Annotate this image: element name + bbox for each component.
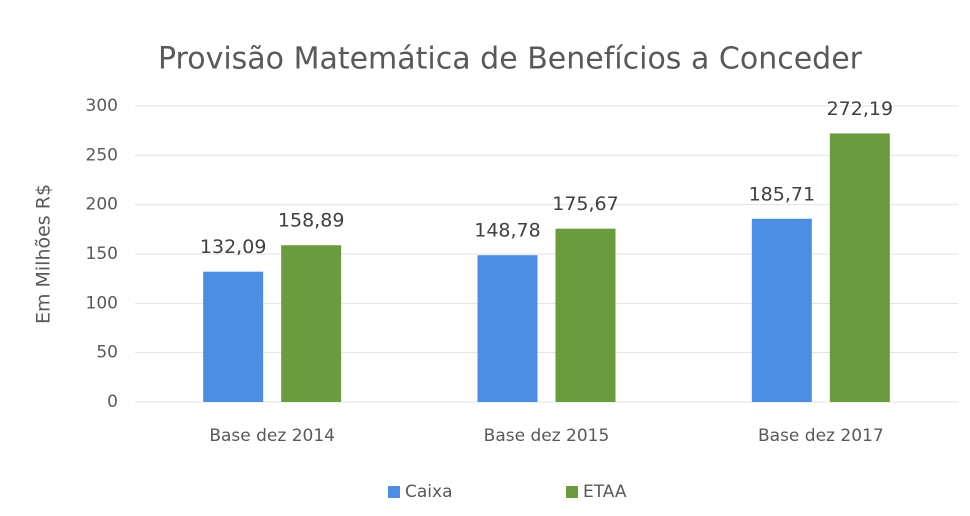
value-label: 175,67 <box>552 193 618 215</box>
value-label: 158,89 <box>278 210 344 232</box>
x-tick-label: Base dez 2017 <box>758 426 884 446</box>
legend-swatch <box>388 486 400 498</box>
y-tick-label: 0 <box>107 392 118 412</box>
value-label: 272,19 <box>827 98 893 120</box>
legend-swatch <box>566 486 578 498</box>
x-tick-label: Base dez 2015 <box>484 426 610 446</box>
legend-label: Caixa <box>405 482 453 502</box>
chart-title: Provisão Matemática de Benefícios a Conc… <box>158 42 863 77</box>
bar <box>477 255 538 402</box>
y-tick-label: 150 <box>86 244 118 264</box>
y-tick-label: 200 <box>86 195 118 215</box>
value-label: 185,71 <box>749 183 815 205</box>
legend-label: ETAA <box>583 482 627 502</box>
bar <box>555 228 616 402</box>
y-tick-label: 250 <box>86 145 118 165</box>
y-tick-label: 50 <box>96 343 118 363</box>
bar <box>829 133 890 402</box>
y-axis-label: Em Milhões R$ <box>33 184 55 324</box>
bar <box>281 245 342 402</box>
value-label: 148,78 <box>474 220 540 242</box>
bar <box>751 218 812 402</box>
bar <box>203 271 264 402</box>
value-label: 132,09 <box>200 236 266 258</box>
y-tick-label: 300 <box>86 96 118 116</box>
x-tick-label: Base dez 2014 <box>209 426 335 446</box>
y-tick-label: 100 <box>86 293 118 313</box>
